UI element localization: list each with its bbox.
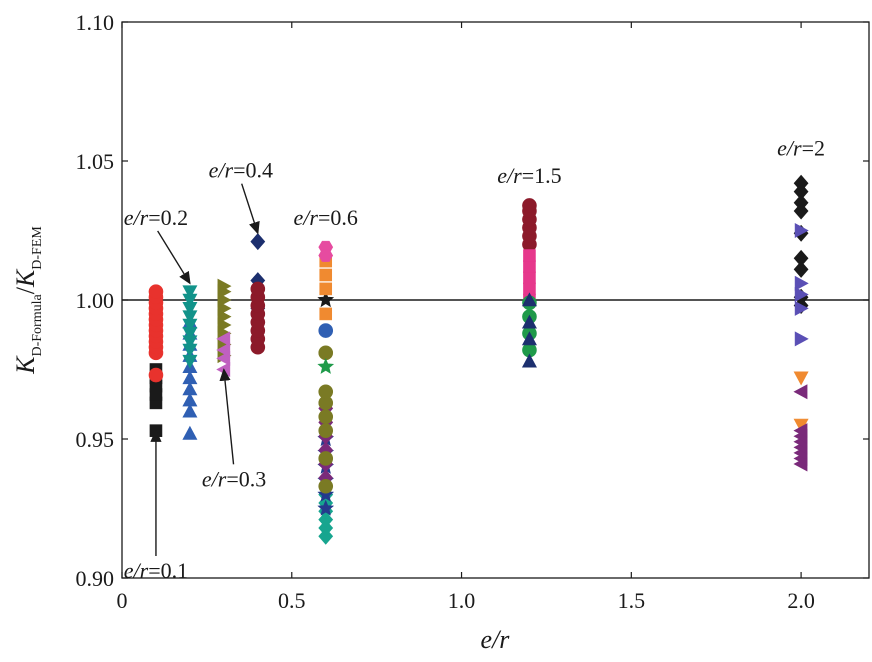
data-point-diamond [250, 233, 266, 251]
data-point-circle [318, 384, 334, 400]
data-point-triangle-right [794, 331, 809, 347]
data-point-triangle-up [182, 381, 198, 396]
x-tick-label: 2.0 [787, 588, 815, 613]
series-20 [521, 292, 537, 368]
series-3 [182, 285, 198, 369]
data-point-star [317, 357, 335, 374]
data-point-triangle-down [793, 371, 809, 386]
data-point-star [317, 291, 335, 308]
data-point-triangle-right [794, 222, 809, 239]
annotation-label: e/r=2 [777, 135, 825, 160]
data-point-triangle-up [521, 353, 537, 368]
data-point-triangle-left [793, 384, 808, 400]
annotation-label: e/r=0.4 [209, 158, 273, 183]
data-point-triangle-right [794, 286, 809, 302]
series-11 [318, 345, 334, 494]
annotation-label: e/r=1.5 [497, 163, 561, 188]
data-point-triangle-left [793, 423, 808, 439]
data-point-circle [148, 284, 164, 299]
data-point-circle [318, 423, 334, 438]
data-point-diamond [793, 249, 809, 267]
series-1 [148, 284, 164, 383]
data-point-circle [522, 198, 537, 213]
y-axis-label: KD-Formula/KD-FEM [11, 226, 45, 375]
x-tick-label: 0.5 [278, 588, 306, 613]
annotation-label: e/r=0.2 [124, 205, 188, 230]
data-point-circle [318, 478, 334, 494]
series-23 [793, 371, 809, 433]
data-point-square [319, 307, 333, 321]
series-15 [319, 254, 333, 321]
data-point-triangle-right [794, 275, 809, 291]
data-point-triangle-up [182, 370, 198, 385]
data-point-triangle-down [182, 285, 198, 300]
data-point-square [523, 249, 536, 262]
annotation-label: e/r=0.3 [202, 466, 266, 491]
series-4 [217, 278, 232, 364]
series-13 [318, 323, 334, 338]
data-point-circle [318, 323, 334, 338]
series-7 [250, 281, 266, 355]
x-tick-label: 1.0 [448, 588, 476, 613]
data-point-diamond [793, 174, 809, 192]
data-point-circle [318, 451, 334, 466]
data-point-triangle-up [521, 331, 537, 346]
annotation-arrow [241, 183, 260, 235]
data-point-circle [148, 367, 164, 383]
data-point-diamond [793, 194, 809, 212]
annotation-label: e/r=0.1 [124, 558, 188, 583]
data-point-circle [318, 345, 334, 361]
data-point-triangle-left [216, 342, 231, 358]
y-tick-label: 0.90 [76, 566, 115, 591]
data-point-triangle-up [182, 403, 198, 418]
y-tick-label: 0.95 [76, 427, 115, 452]
x-axis-label: e/r [481, 625, 511, 654]
data-point-hexagon [318, 249, 334, 262]
y-tick-label: 1.00 [76, 288, 115, 313]
series-22 [794, 222, 809, 347]
data-point-triangle-left [216, 331, 231, 347]
y-tick-label: 1.10 [76, 10, 115, 35]
data-point-star [317, 499, 335, 516]
data-point-square [319, 282, 333, 296]
series-17 [522, 198, 537, 252]
data-point-triangle-up [182, 392, 198, 407]
data-point-triangle-up [521, 292, 537, 307]
data-point-triangle-right [794, 300, 809, 316]
data-point-triangle-right [217, 278, 232, 294]
data-point-square [319, 268, 333, 282]
data-point-triangle-up [182, 425, 198, 440]
data-point-square [523, 260, 536, 273]
data-point-circle [250, 281, 266, 297]
x-tick-label: 0 [117, 588, 128, 613]
series-24 [793, 384, 808, 472]
data-point-diamond [793, 260, 809, 278]
x-tick-label: 1.5 [618, 588, 646, 613]
annotation-arrow [157, 230, 191, 285]
data-point-star [317, 485, 335, 502]
annotation-label: e/r=0.6 [294, 205, 358, 230]
series-12 [317, 357, 335, 374]
data-point-triangle-up [521, 314, 537, 329]
series-16 [318, 240, 334, 262]
annotation-arrow [219, 368, 235, 465]
y-tick-label: 1.05 [76, 149, 115, 174]
series-14 [317, 291, 335, 308]
series-5 [216, 331, 231, 378]
data-point-circle [318, 409, 334, 425]
data-point-square [523, 271, 536, 285]
